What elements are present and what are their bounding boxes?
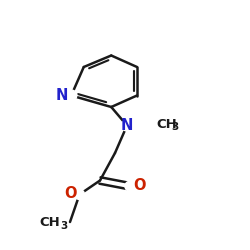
Circle shape: [66, 90, 77, 101]
Text: 3: 3: [171, 122, 178, 132]
Circle shape: [122, 120, 132, 131]
Text: 3: 3: [60, 221, 68, 231]
Circle shape: [74, 190, 85, 200]
Circle shape: [125, 181, 135, 191]
Text: CH: CH: [156, 118, 177, 131]
Text: O: O: [134, 178, 146, 194]
Text: N: N: [56, 88, 68, 103]
Text: N: N: [121, 118, 133, 132]
Text: CH: CH: [40, 216, 60, 228]
Text: O: O: [64, 186, 76, 202]
